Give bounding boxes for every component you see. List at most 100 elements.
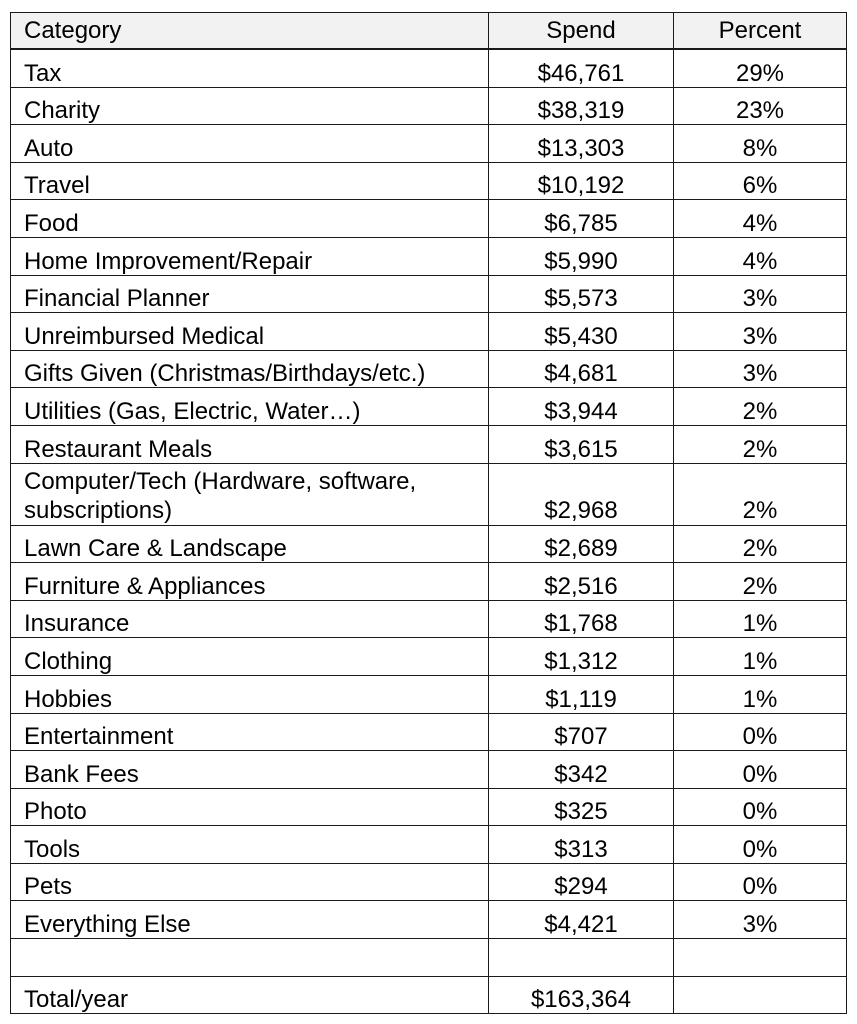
table-row: Clothing $1,312 1%	[10, 637, 847, 676]
category-cell: Auto	[10, 124, 489, 163]
table-row: Utilities (Gas, Electric, Water…) $3,944…	[10, 387, 847, 426]
percent-cell: 29%	[673, 48, 847, 88]
category-cell: Everything Else	[10, 900, 489, 940]
table-row: Everything Else $4,421 3%	[10, 900, 847, 940]
table-row: Restaurant Meals $3,615 2%	[10, 424, 847, 464]
table-row: Auto $13,303 8%	[10, 124, 847, 163]
percent-cell: 1%	[673, 637, 847, 676]
category-cell: Charity	[10, 86, 489, 126]
category-cell: Entertainment	[10, 712, 489, 752]
category-cell: Pets	[10, 862, 489, 902]
total-percent	[673, 975, 847, 1015]
percent-cell: 0%	[673, 750, 847, 789]
header-row: Category Spend Percent	[10, 12, 847, 50]
table-row: Gifts Given (Christmas/Birthdays/etc.) $…	[10, 349, 847, 389]
category-cell: Computer/Tech (Hardware, software, subsc…	[10, 462, 489, 526]
spend-cell: $1,312	[488, 637, 674, 676]
percent-cell: 8%	[673, 124, 847, 163]
category-cell: Insurance	[10, 599, 489, 639]
spend-cell: $1,768	[488, 599, 674, 639]
table-row: Charity $38,319 23%	[10, 86, 847, 126]
category-cell: Unreimbursed Medical	[10, 312, 489, 351]
spend-cell: $294	[488, 862, 674, 902]
spend-cell: $1,119	[488, 674, 674, 714]
percent-cell: 3%	[673, 349, 847, 389]
spend-cell: $325	[488, 787, 674, 827]
category-cell: Home Improvement/Repair	[10, 236, 489, 276]
percent-cell: 1%	[673, 599, 847, 639]
category-cell: Tools	[10, 825, 489, 864]
percent-cell: 4%	[673, 199, 847, 238]
spend-cell: $2,689	[488, 524, 674, 564]
spending-table: Category Spend Percent Tax $46,761 29% C…	[10, 12, 847, 1015]
spend-cell: $2,968	[488, 462, 674, 526]
percent-cell: 4%	[673, 236, 847, 276]
table-row: Tools $313 0%	[10, 825, 847, 864]
category-header: Category	[10, 12, 489, 50]
spend-cell: $13,303	[488, 124, 674, 163]
category-cell: Utilities (Gas, Electric, Water…)	[10, 387, 489, 426]
total-row: Total/year $163,364	[10, 975, 847, 1015]
percent-cell: 2%	[673, 462, 847, 526]
category-cell: Gifts Given (Christmas/Birthdays/etc.)	[10, 349, 489, 389]
category-cell: Clothing	[10, 637, 489, 676]
spend-cell: $5,990	[488, 236, 674, 276]
table-row: Computer/Tech (Hardware, software, subsc…	[10, 462, 847, 526]
total-spend: $163,364	[488, 975, 674, 1015]
table-row: Pets $294 0%	[10, 862, 847, 902]
spend-header: Spend	[488, 12, 674, 50]
category-cell: Financial Planner	[10, 274, 489, 314]
spend-cell: $4,681	[488, 349, 674, 389]
percent-cell: 0%	[673, 862, 847, 902]
table-row: Tax $46,761 29%	[10, 48, 847, 88]
spend-cell: $10,192	[488, 161, 674, 201]
category-cell: Food	[10, 199, 489, 238]
category-cell: Lawn Care & Landscape	[10, 524, 489, 564]
spend-cell: $3,615	[488, 424, 674, 464]
spend-cell: $313	[488, 825, 674, 864]
spend-cell: $38,319	[488, 86, 674, 126]
percent-cell: 3%	[673, 312, 847, 351]
spend-cell: $5,573	[488, 274, 674, 314]
table-row: Travel $10,192 6%	[10, 161, 847, 201]
percent-cell: 2%	[673, 387, 847, 426]
spend-cell: $4,421	[488, 900, 674, 940]
category-cell: Travel	[10, 161, 489, 201]
table-row: Food $6,785 4%	[10, 199, 847, 238]
table-row: Photo $325 0%	[10, 787, 847, 827]
table-row: Hobbies $1,119 1%	[10, 674, 847, 714]
spend-cell: $2,516	[488, 562, 674, 601]
percent-cell: 3%	[673, 900, 847, 940]
total-label: Total/year	[10, 975, 489, 1015]
category-cell: Tax	[10, 48, 489, 88]
table-row: Financial Planner $5,573 3%	[10, 274, 847, 314]
table-row: Lawn Care & Landscape $2,689 2%	[10, 524, 847, 564]
category-cell: Furniture & Appliances	[10, 562, 489, 601]
spend-cell: $342	[488, 750, 674, 789]
category-cell: Photo	[10, 787, 489, 827]
percent-header: Percent	[673, 12, 847, 50]
percent-cell: 2%	[673, 524, 847, 564]
percent-cell: 2%	[673, 562, 847, 601]
blank-cell	[488, 938, 674, 977]
table-row: Home Improvement/Repair $5,990 4%	[10, 236, 847, 276]
table-row: Bank Fees $342 0%	[10, 750, 847, 789]
percent-cell: 3%	[673, 274, 847, 314]
blank-cell	[10, 938, 489, 977]
percent-cell: 1%	[673, 674, 847, 714]
percent-cell: 0%	[673, 787, 847, 827]
category-cell: Hobbies	[10, 674, 489, 714]
category-cell: Bank Fees	[10, 750, 489, 789]
table-row: Entertainment $707 0%	[10, 712, 847, 752]
spend-cell: $707	[488, 712, 674, 752]
spend-cell: $6,785	[488, 199, 674, 238]
percent-cell: 0%	[673, 712, 847, 752]
table-row: Furniture & Appliances $2,516 2%	[10, 562, 847, 601]
spend-cell: $3,944	[488, 387, 674, 426]
table-row: Unreimbursed Medical $5,430 3%	[10, 312, 847, 351]
percent-cell: 0%	[673, 825, 847, 864]
table-row: Insurance $1,768 1%	[10, 599, 847, 639]
percent-cell: 23%	[673, 86, 847, 126]
percent-cell: 2%	[673, 424, 847, 464]
blank-cell	[673, 938, 847, 977]
